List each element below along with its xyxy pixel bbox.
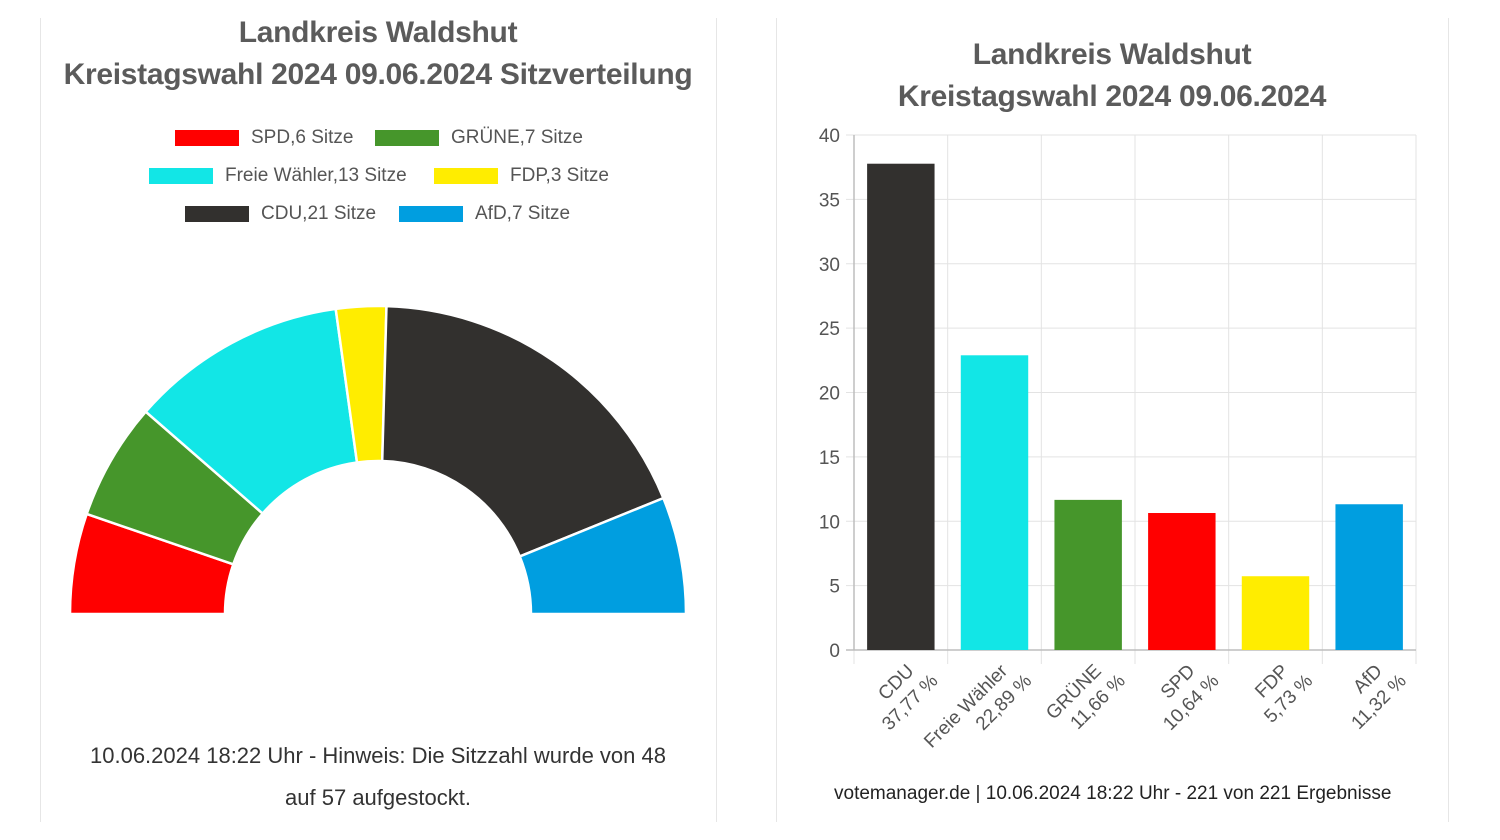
bar-0[interactable] (867, 163, 935, 650)
left-panel-border-right (716, 18, 717, 822)
legend-label: FDP,3 Sitze (510, 165, 609, 186)
legend-swatch (375, 130, 439, 146)
legend-swatch (175, 130, 239, 146)
y-tick-label: 5 (829, 577, 840, 598)
seat-note: 10.06.2024 18:22 Uhr - Hinweis: Die Sitz… (40, 735, 716, 819)
seat-slice-4[interactable] (380, 304, 665, 559)
y-tick-label: 0 (829, 641, 840, 662)
right-panel-border-right (1448, 18, 1449, 822)
legend-label: SPD,6 Sitze (251, 127, 354, 148)
bar-2[interactable] (1054, 499, 1122, 650)
vote-chart-title: Landkreis Waldshut Kreistagswahl 2024 09… (776, 34, 1448, 118)
source-footer: votemanager.de | 10.06.2024 18:22 Uhr - … (834, 783, 1392, 804)
bar-4[interactable] (1241, 576, 1310, 650)
seat-chart-title-line1: Landkreis Waldshut (238, 16, 518, 49)
legend-label: Freie Wähler,13 Sitze (225, 165, 407, 186)
legend-item-afd[interactable]: AfD,7 Sitze (399, 199, 570, 229)
legend-swatch (185, 206, 249, 222)
y-tick-label: 25 (819, 319, 840, 340)
y-tick-label: 10 (819, 512, 840, 533)
y-tick-label: 15 (819, 448, 840, 469)
y-tick-label: 20 (819, 384, 840, 405)
seat-chart-title: Landkreis Waldshut Kreistagswahl 2024 09… (40, 12, 716, 96)
y-tick-label: 40 (819, 126, 840, 147)
seat-note-line2: auf 57 aufgestockt. (285, 785, 471, 810)
legend-swatch (149, 168, 213, 184)
right-panel-border-left (776, 18, 777, 822)
legend-item-freie-waehler[interactable]: Freie Wähler,13 Sitze (149, 161, 407, 191)
left-panel-border-left (40, 18, 41, 822)
legend-label: CDU,21 Sitze (261, 203, 377, 224)
bar-1[interactable] (960, 355, 1029, 650)
legend-swatch (434, 168, 498, 184)
legend-item-fdp[interactable]: FDP,3 Sitze (434, 161, 609, 191)
bar-5[interactable] (1335, 504, 1403, 650)
seat-slice-2[interactable] (143, 307, 359, 516)
seat-chart-title-line2: Kreistagswahl 2024 09.06.2024 Sitzvertei… (63, 58, 693, 91)
bar-3[interactable] (1148, 513, 1216, 650)
legend-label: GRÜNE,7 Sitze (451, 127, 583, 148)
legend-item-cdu[interactable]: CDU,21 Sitze (185, 199, 376, 229)
y-tick-label: 35 (819, 190, 840, 211)
legend-label: AfD,7 Sitze (475, 203, 571, 224)
vote-chart-title-line2: Kreistagswahl 2024 09.06.2024 (897, 80, 1327, 113)
legend-item-gruene[interactable]: GRÜNE,7 Sitze (375, 123, 583, 153)
legend-swatch (399, 206, 463, 222)
seat-note-line1: 10.06.2024 18:22 Uhr - Hinweis: Die Sitz… (90, 743, 666, 768)
y-tick-label: 30 (819, 255, 840, 276)
legend-item-spd[interactable]: SPD,6 Sitze (175, 123, 353, 153)
vote-chart-title-line1: Landkreis Waldshut (972, 38, 1252, 71)
seat-slice-5[interactable] (518, 496, 688, 616)
seat-distribution-chart (68, 304, 688, 616)
